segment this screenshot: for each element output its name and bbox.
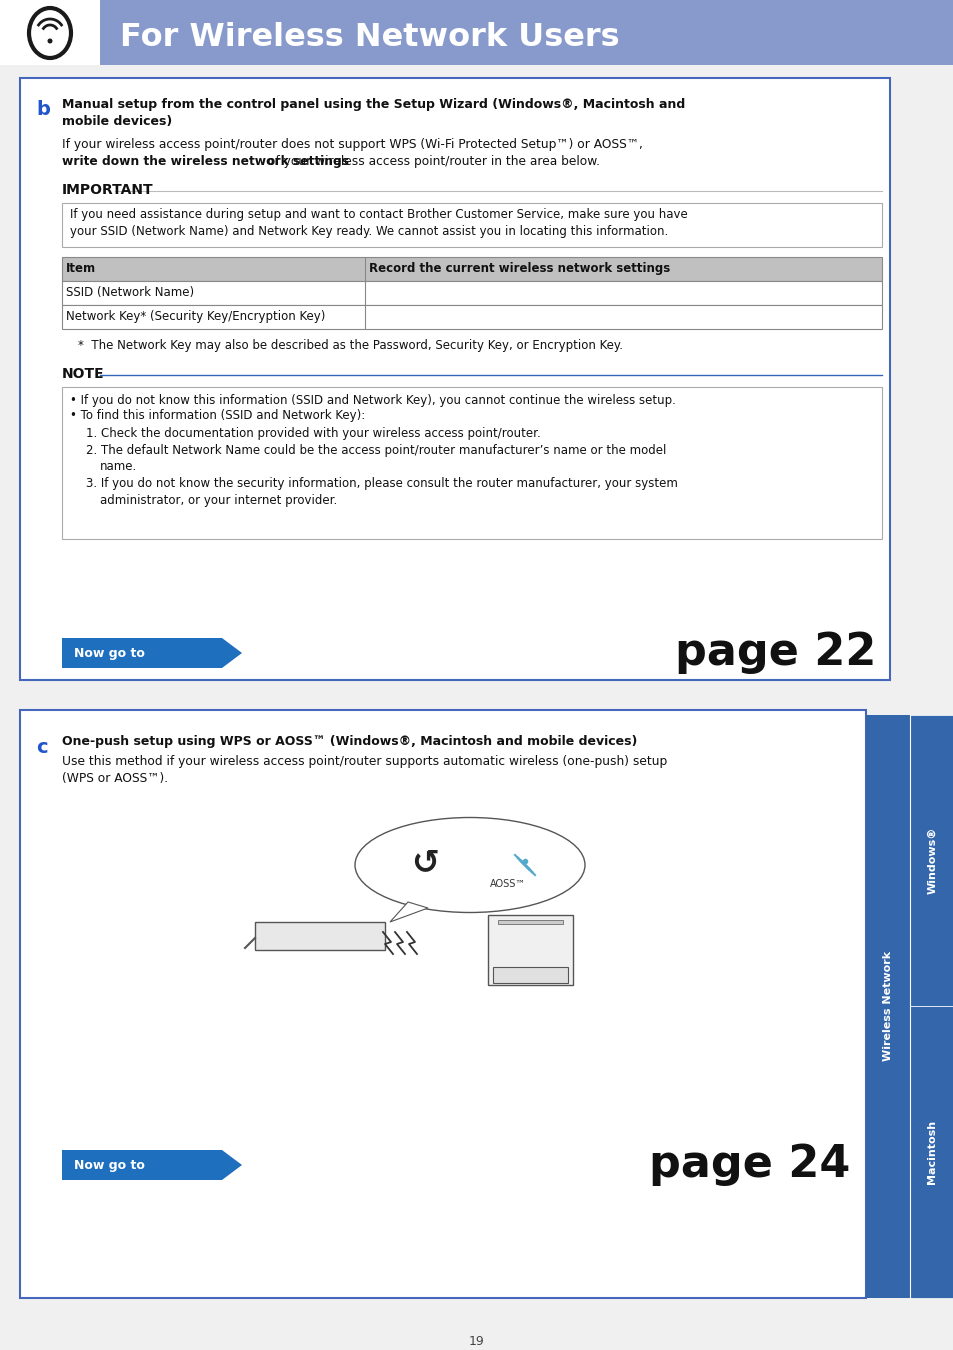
FancyBboxPatch shape — [488, 915, 573, 986]
FancyBboxPatch shape — [62, 256, 882, 281]
Text: 1. Check the documentation provided with your wireless access point/router.: 1. Check the documentation provided with… — [86, 427, 540, 440]
Text: ↺: ↺ — [411, 846, 438, 879]
Text: 19: 19 — [469, 1335, 484, 1349]
Polygon shape — [390, 902, 428, 922]
Text: write down the wireless network settings: write down the wireless network settings — [62, 155, 349, 167]
Text: c: c — [36, 738, 48, 757]
Text: For Wireless Network Users: For Wireless Network Users — [120, 22, 619, 53]
Text: IMPORTANT: IMPORTANT — [62, 184, 153, 197]
Text: SSID (Network Name): SSID (Network Name) — [66, 286, 193, 298]
FancyBboxPatch shape — [20, 710, 865, 1297]
Text: One-push setup using WPS or AOSS™ (Windows®, Macintosh and mobile devices): One-push setup using WPS or AOSS™ (Windo… — [62, 734, 637, 748]
Text: page 24: page 24 — [648, 1143, 849, 1187]
Text: page 22: page 22 — [674, 632, 875, 675]
Polygon shape — [62, 639, 242, 668]
Text: NOTE: NOTE — [62, 367, 105, 381]
Polygon shape — [62, 1150, 242, 1180]
FancyBboxPatch shape — [62, 305, 882, 329]
Text: If you need assistance during setup and want to contact Brother Customer Service: If you need assistance during setup and … — [70, 208, 687, 221]
Text: administrator, or your internet provider.: administrator, or your internet provider… — [100, 494, 337, 508]
FancyBboxPatch shape — [62, 281, 882, 305]
Text: name.: name. — [100, 460, 137, 472]
FancyBboxPatch shape — [20, 78, 889, 680]
Text: • If you do not know this information (SSID and Network Key), you cannot continu: • If you do not know this information (S… — [70, 394, 675, 406]
Text: of your wireless access point/router in the area below.: of your wireless access point/router in … — [264, 155, 599, 167]
Text: (WPS or AOSS™).: (WPS or AOSS™). — [62, 772, 168, 784]
FancyBboxPatch shape — [62, 202, 882, 247]
FancyBboxPatch shape — [0, 0, 100, 65]
Ellipse shape — [355, 818, 584, 913]
Text: Use this method if your wireless access point/router supports automatic wireless: Use this method if your wireless access … — [62, 755, 666, 768]
FancyBboxPatch shape — [497, 919, 562, 923]
Text: Macintosh: Macintosh — [926, 1120, 936, 1184]
Text: b: b — [36, 100, 50, 119]
FancyBboxPatch shape — [865, 716, 909, 1297]
Text: *  The Network Key may also be described as the Password, Security Key, or Encry: * The Network Key may also be described … — [78, 339, 622, 352]
Text: 2. The default Network Name could be the access point/router manufacturer’s name: 2. The default Network Name could be the… — [86, 444, 666, 458]
Text: • To find this information (SSID and Network Key):: • To find this information (SSID and Net… — [70, 409, 365, 423]
Text: 3. If you do not know the security information, please consult the router manufa: 3. If you do not know the security infor… — [86, 477, 678, 490]
Text: mobile devices): mobile devices) — [62, 115, 172, 128]
Text: Now go to: Now go to — [74, 647, 145, 660]
Text: Record the current wireless network settings: Record the current wireless network sett… — [369, 262, 670, 275]
FancyBboxPatch shape — [62, 387, 882, 539]
Text: Now go to: Now go to — [74, 1158, 145, 1172]
Text: AOSS™: AOSS™ — [490, 879, 525, 890]
Text: Wireless Network: Wireless Network — [882, 950, 892, 1061]
Text: Manual setup from the control panel using the Setup Wizard (Windows®, Macintosh : Manual setup from the control panel usin… — [62, 99, 684, 111]
Text: If your wireless access point/router does not support WPS (Wi-Fi Protected Setup: If your wireless access point/router doe… — [62, 138, 642, 151]
FancyBboxPatch shape — [254, 922, 385, 950]
FancyBboxPatch shape — [493, 967, 567, 983]
Text: Windows®: Windows® — [926, 826, 936, 894]
Circle shape — [48, 39, 52, 43]
Text: Network Key* (Security Key/Encryption Key): Network Key* (Security Key/Encryption Ke… — [66, 310, 325, 323]
FancyBboxPatch shape — [909, 1006, 953, 1297]
FancyBboxPatch shape — [100, 0, 953, 65]
Text: your SSID (Network Name) and Network Key ready. We cannot assist you in locating: your SSID (Network Name) and Network Key… — [70, 225, 667, 238]
Text: Item: Item — [66, 262, 96, 275]
FancyBboxPatch shape — [909, 716, 953, 1006]
